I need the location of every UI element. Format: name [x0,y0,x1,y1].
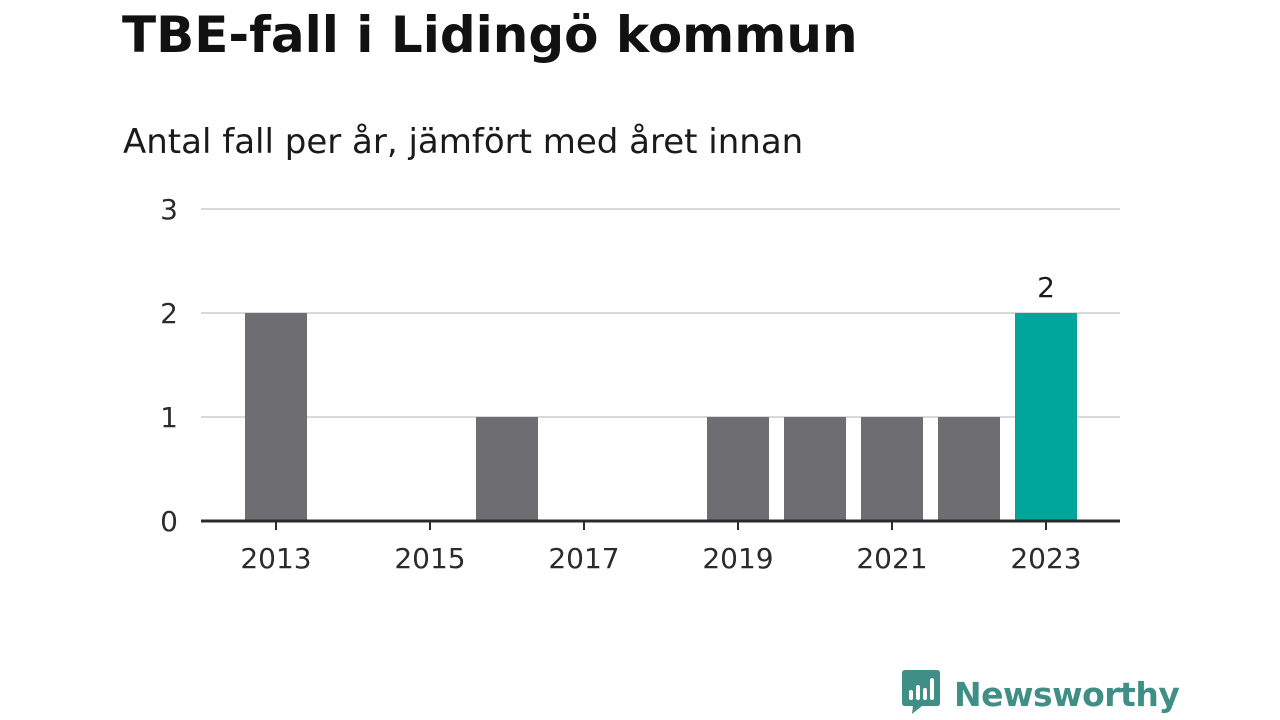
x-tick-label: 2023 [1010,542,1081,575]
brand-logo: Newsworthy [900,668,1180,720]
y-tick-label: 3 [160,193,178,226]
bar-2019 [707,417,769,521]
x-tick-label: 2015 [394,542,465,575]
x-tick-label: 2013 [240,542,311,575]
chart-subtitle: Antal fall per år, jämfört med året inna… [123,122,804,162]
chart-title: TBE-fall i Lidingö kommun [122,6,858,64]
bar-2022 [938,417,1000,521]
x-tick-label: 2019 [702,542,773,575]
bar-2021 [861,417,923,521]
bar-2016 [476,417,538,521]
grid-lines [201,208,1120,418]
y-tick-label: 1 [160,401,178,434]
labels: 0 1 2 3 2 2013 2015 2017 2019 2021 2023 [160,193,1081,575]
bar-2013 [245,313,307,521]
x-tick-label: 2017 [548,542,619,575]
x-axis [201,519,1120,530]
data-label: 2 [1037,271,1055,304]
x-tick-label: 2021 [856,542,927,575]
y-tick-label: 2 [160,297,178,330]
bar-2023 [1015,313,1077,521]
bar-2020 [784,417,846,521]
y-tick-label: 0 [160,505,178,538]
bar-chart-speech-bubble-icon [900,668,942,720]
brand-name: Newsworthy [954,674,1180,714]
bars [245,313,1077,521]
